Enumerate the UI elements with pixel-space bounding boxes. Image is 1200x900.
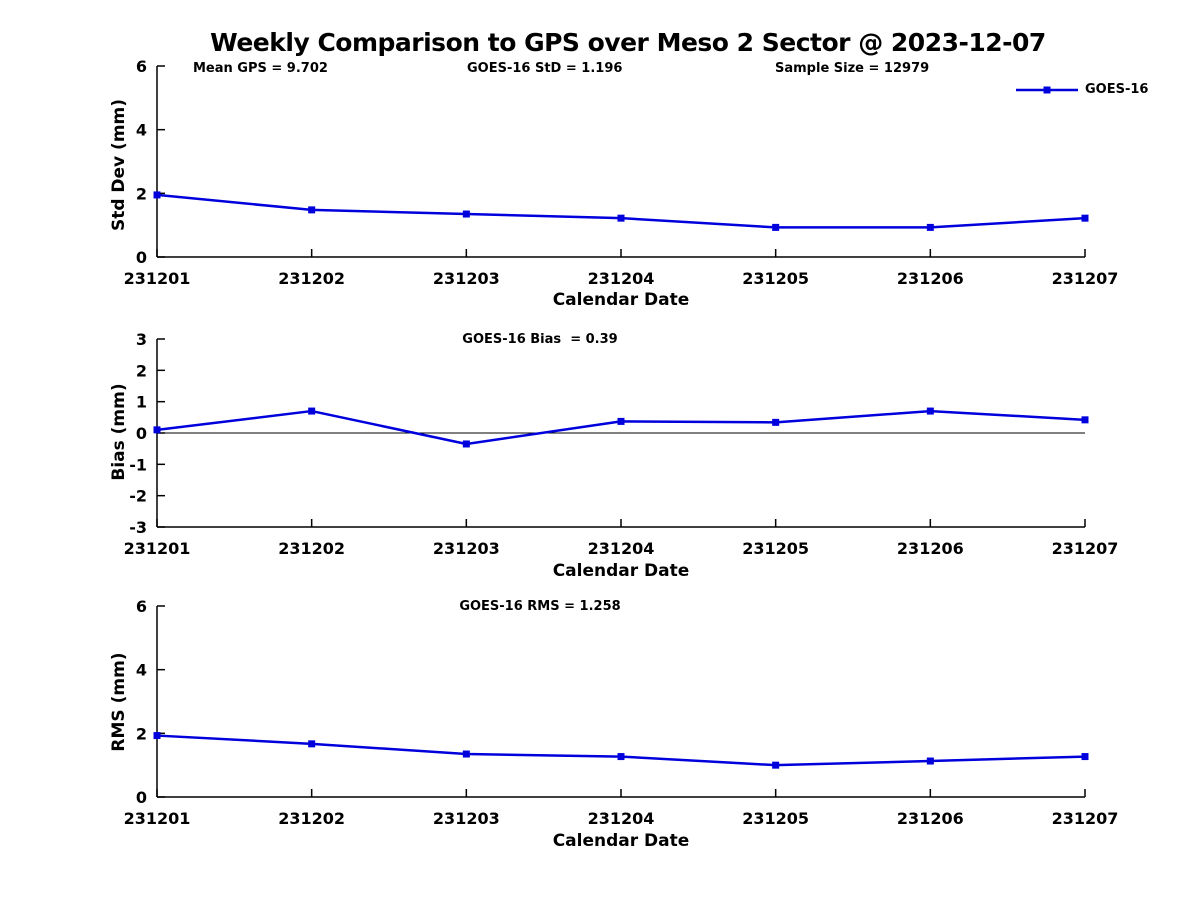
subplot-3-title: GOES-16 RMS = 1.258 [459, 599, 621, 614]
x-tick-label: 231205 [742, 269, 809, 288]
stat-mean-gps: Mean GPS = 9.702 [193, 61, 328, 76]
data-point-marker [308, 740, 316, 748]
x-tick-label: 231206 [897, 269, 964, 288]
y-tick-label: 2 [136, 724, 147, 743]
x-tick-label: 231206 [897, 809, 964, 828]
data-point-marker [772, 223, 780, 231]
subplot-3: 0 2 4 6 231201 231202 231203 231204 231205 231206… [124, 597, 1119, 828]
x-tick-label: 231203 [433, 539, 500, 558]
data-point-marker [617, 417, 625, 425]
data-point-marker [926, 407, 934, 415]
legend-line-icon [1016, 86, 1078, 93]
data-point-marker [617, 214, 625, 222]
xlabel-subplot-2: Calendar Date [552, 561, 690, 581]
y-tick-label: 6 [136, 597, 147, 616]
data-point-marker [462, 210, 470, 218]
x-tick-label: 231207 [1052, 539, 1119, 558]
y-tick-label: 4 [136, 121, 147, 140]
x-tick-label: 231206 [897, 539, 964, 558]
y-tick-label: 1 [136, 393, 147, 412]
data-point-marker [772, 761, 780, 769]
y-tick-label: -2 [129, 487, 147, 506]
stat-goes16-std: GOES-16 StD = 1.196 [467, 61, 623, 76]
y-tick-label: 2 [136, 184, 147, 203]
subplot-1: 0 2 4 6 231201 231202 231203 231204 231205 231206… [124, 57, 1119, 288]
data-point-marker [153, 191, 161, 199]
data-point-marker [1081, 753, 1089, 761]
subplot-2-title: GOES-16 Bias = 0.39 [462, 332, 618, 347]
data-point-marker [153, 732, 161, 740]
x-tick-label: 231205 [742, 539, 809, 558]
data-point-marker [617, 753, 625, 761]
x-tick-label: 231204 [588, 809, 655, 828]
data-point-marker [926, 757, 934, 765]
legend: GOES-16 [1015, 82, 1148, 97]
data-point-marker [153, 426, 161, 434]
y-tick-label: 3 [136, 330, 147, 349]
y-tick-label: -1 [129, 455, 147, 474]
x-tick-label: 231205 [742, 809, 809, 828]
legend-label: GOES-16 [1085, 82, 1149, 97]
ylabel-std-dev: Std Dev (mm) [109, 98, 129, 232]
x-tick-label: 231202 [278, 269, 345, 288]
ylabel-rms: RMS (mm) [109, 652, 129, 752]
data-point-marker [462, 440, 470, 448]
data-point-marker [308, 407, 316, 415]
y-tick-label: 2 [136, 361, 147, 380]
x-tick-label: 231202 [278, 539, 345, 558]
x-tick-label: 231207 [1052, 809, 1119, 828]
data-point-marker [772, 418, 780, 426]
x-tick-label: 231203 [433, 809, 500, 828]
x-tick-label: 231201 [124, 269, 191, 288]
y-tick-label: 4 [136, 661, 147, 680]
x-tick-label: 231207 [1052, 269, 1119, 288]
x-tick-label: 231203 [433, 269, 500, 288]
subplot-2: -3 -2 -1 0 1 2 3 231201 231202 231203 231204 231205… [124, 330, 1119, 558]
ylabel-bias: Bias (mm) [109, 383, 129, 481]
x-tick-label: 231204 [588, 269, 655, 288]
y-tick-label: 0 [136, 424, 147, 443]
y-tick-label: 0 [136, 248, 147, 267]
x-tick-label: 231202 [278, 809, 345, 828]
stat-sample-size: Sample Size = 12979 [775, 61, 930, 76]
y-tick-label: -3 [129, 518, 147, 537]
data-point-marker [308, 206, 316, 214]
xlabel-subplot-1: Calendar Date [552, 290, 690, 310]
series-line [156, 193, 1086, 229]
data-point-marker [926, 223, 934, 231]
y-tick-label: 0 [136, 788, 147, 807]
data-point-marker [1081, 214, 1089, 222]
y-tick-label: 6 [136, 57, 147, 76]
xlabel-subplot-3: Calendar Date [552, 831, 690, 851]
x-tick-label: 231201 [124, 539, 191, 558]
series-line [156, 409, 1086, 446]
data-point-marker [462, 750, 470, 758]
x-tick-label: 231204 [588, 539, 655, 558]
x-tick-label: 231201 [124, 809, 191, 828]
figure-title: Weekly Comparison to GPS over Meso 2 Sec… [210, 28, 1046, 57]
data-point-marker [1081, 416, 1089, 424]
series-line [156, 734, 1086, 767]
